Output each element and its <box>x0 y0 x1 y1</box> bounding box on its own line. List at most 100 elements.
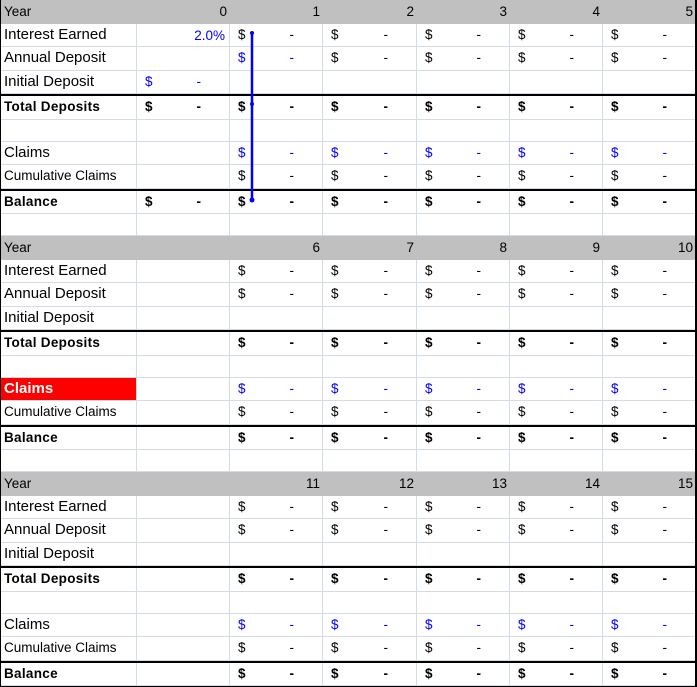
value-cell[interactable]: $ - <box>510 96 603 120</box>
value-cell[interactable]: $ - <box>417 427 510 450</box>
row-label-claims[interactable]: Claims <box>0 142 137 165</box>
value-cell[interactable]: $ - <box>323 663 417 686</box>
value-cell[interactable] <box>417 71 510 94</box>
value-cell[interactable]: $ - <box>230 568 323 592</box>
year-cell[interactable]: 2 <box>406 4 414 19</box>
year-cell[interactable]: 8 <box>499 240 507 255</box>
value-cell[interactable] <box>230 307 323 330</box>
value-cell[interactable] <box>323 543 417 566</box>
value-cell[interactable] <box>137 283 230 307</box>
value-cell[interactable] <box>137 378 230 401</box>
value-cell[interactable] <box>510 543 603 566</box>
value-cell[interactable]: $ - <box>510 519 603 543</box>
value-cell[interactable]: $ - <box>230 283 323 307</box>
year-cell[interactable]: 1 <box>312 4 320 19</box>
value-cell[interactable]: $ - <box>137 191 230 214</box>
value-cell[interactable] <box>510 212 603 236</box>
year-cell[interactable]: 5 <box>685 4 693 19</box>
value-cell[interactable]: $ - <box>230 96 323 120</box>
value-cell[interactable]: $ - <box>417 165 510 189</box>
value-cell[interactable] <box>137 543 230 566</box>
value-cell[interactable] <box>603 354 696 378</box>
value-cell[interactable]: $ - <box>323 519 417 543</box>
value-cell[interactable]: $ - <box>417 378 510 401</box>
value-cell[interactable]: $ - <box>417 96 510 120</box>
value-cell[interactable]: $ - <box>230 191 323 214</box>
row-label-initial-deposit[interactable]: Initial Deposit <box>0 543 137 566</box>
year-cell[interactable]: 4 <box>592 4 600 19</box>
value-cell[interactable] <box>510 590 603 614</box>
value-cell[interactable]: $ - <box>510 283 603 307</box>
empty-cell[interactable] <box>0 118 137 142</box>
value-cell[interactable]: $ - <box>323 614 417 637</box>
row-label-claims[interactable]: Claims <box>0 614 137 637</box>
year-cell[interactable]: 0 <box>219 4 227 19</box>
value-cell[interactable] <box>510 448 603 472</box>
value-cell[interactable] <box>417 590 510 614</box>
value-cell[interactable]: $ - <box>230 663 323 686</box>
year-cell[interactable]: 14 <box>584 476 600 491</box>
value-cell[interactable]: $ - <box>323 283 417 307</box>
value-cell[interactable] <box>323 448 417 472</box>
value-cell[interactable]: $ - <box>230 47 323 71</box>
row-label-interest-earned[interactable]: Interest Earned <box>0 24 137 47</box>
value-cell[interactable] <box>230 354 323 378</box>
value-cell[interactable]: 2.0% <box>137 24 230 47</box>
value-cell[interactable]: $ - <box>417 47 510 71</box>
value-cell[interactable]: $ - <box>510 496 603 519</box>
empty-cell[interactable] <box>0 354 137 378</box>
year-cell[interactable] <box>137 236 230 260</box>
value-cell[interactable]: $ - <box>323 378 417 401</box>
value-cell[interactable]: $ - <box>510 332 603 356</box>
value-cell[interactable]: $ - <box>323 260 417 283</box>
value-cell[interactable] <box>510 71 603 94</box>
value-cell[interactable] <box>137 448 230 472</box>
empty-cell[interactable] <box>0 590 137 614</box>
value-cell[interactable]: $ - <box>417 496 510 519</box>
value-cell[interactable]: $ - <box>230 614 323 637</box>
row-label-initial-deposit[interactable]: Initial Deposit <box>0 71 137 94</box>
value-cell[interactable] <box>603 118 696 142</box>
value-cell[interactable]: $ - <box>603 378 696 401</box>
value-cell[interactable]: $ - <box>323 165 417 189</box>
value-cell[interactable]: $ - <box>510 378 603 401</box>
value-cell[interactable]: $ - <box>603 332 696 356</box>
value-cell[interactable] <box>417 212 510 236</box>
value-cell[interactable] <box>230 118 323 142</box>
value-cell[interactable]: $ - <box>230 260 323 283</box>
value-cell[interactable]: $ - <box>603 663 696 686</box>
value-cell[interactable] <box>417 118 510 142</box>
row-label-balance[interactable]: Balance <box>0 427 137 450</box>
value-cell[interactable]: $ - <box>603 260 696 283</box>
value-cell[interactable]: $ - <box>417 283 510 307</box>
value-cell[interactable] <box>137 354 230 378</box>
value-cell[interactable]: $ - <box>323 191 417 214</box>
value-cell[interactable]: $ - <box>510 614 603 637</box>
value-cell[interactable]: $ - <box>417 24 510 47</box>
row-label-interest-earned[interactable]: Interest Earned <box>0 496 137 519</box>
year-cell[interactable]: 13 <box>491 476 507 491</box>
value-cell[interactable]: $ - <box>417 663 510 686</box>
empty-cell[interactable] <box>0 448 137 472</box>
value-cell[interactable]: $ - <box>417 401 510 425</box>
value-cell[interactable] <box>417 354 510 378</box>
value-cell[interactable]: $ - <box>603 24 696 47</box>
value-cell[interactable]: $ - <box>510 401 603 425</box>
value-cell[interactable]: $ - <box>603 283 696 307</box>
value-cell[interactable] <box>323 71 417 94</box>
value-cell[interactable] <box>137 165 230 189</box>
year-cell[interactable] <box>137 472 230 496</box>
year-cell[interactable]: 10 <box>677 240 693 255</box>
value-cell[interactable]: $ - <box>603 637 696 661</box>
value-cell[interactable] <box>510 354 603 378</box>
value-cell[interactable]: $ - <box>323 96 417 120</box>
value-cell[interactable]: $ - <box>323 427 417 450</box>
value-cell[interactable] <box>137 614 230 637</box>
value-cell[interactable]: $ - <box>603 496 696 519</box>
value-cell[interactable]: $ - <box>323 332 417 356</box>
value-cell[interactable] <box>137 307 230 330</box>
value-cell[interactable]: $ - <box>230 332 323 356</box>
value-cell[interactable]: $ - <box>603 401 696 425</box>
value-cell[interactable]: $ - <box>323 568 417 592</box>
year-cell[interactable]: 15 <box>677 476 693 491</box>
